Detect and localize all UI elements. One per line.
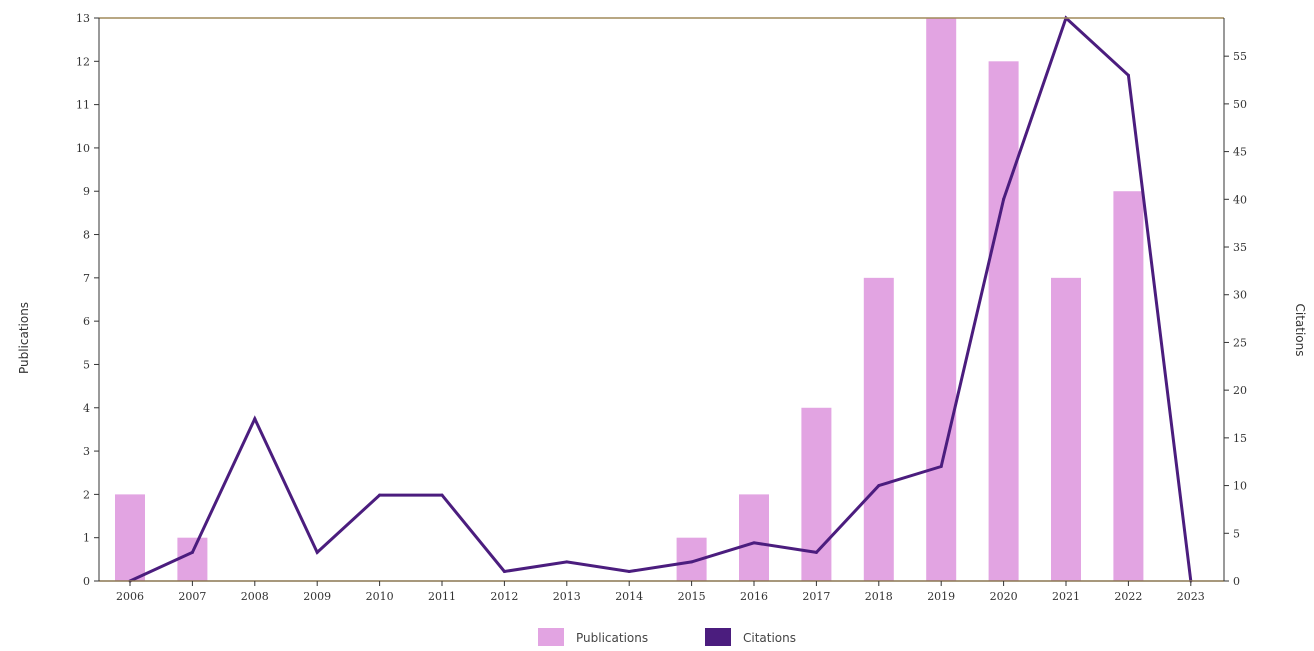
y-tick-label-right: 20 (1233, 384, 1247, 397)
x-tick-label-2023: 2023 (1177, 590, 1205, 603)
y-tick-label-right: 35 (1233, 241, 1247, 254)
citations-point-2015 (690, 560, 694, 564)
y-tick-label-left: 3 (83, 445, 90, 458)
publications-bar-2021 (1051, 277, 1081, 581)
y-tick-label-right: 15 (1233, 432, 1247, 445)
y-axis-title-right: Citations (1293, 303, 1307, 356)
x-tick-label-2008: 2008 (241, 590, 269, 603)
y-tick-label-right: 0 (1233, 575, 1240, 588)
x-tick-label-2022: 2022 (1114, 590, 1142, 603)
x-tick-label-2016: 2016 (740, 590, 768, 603)
citations-point-2009 (315, 550, 319, 554)
x-tick-label-2013: 2013 (553, 590, 581, 603)
citations-point-2012 (502, 569, 506, 573)
x-tick-label-2006: 2006 (116, 590, 144, 603)
x-tick-label-2007: 2007 (178, 590, 206, 603)
y-tick-label-left: 4 (83, 402, 90, 415)
y-tick-label-left: 10 (76, 142, 90, 155)
x-tick-label-2014: 2014 (615, 590, 643, 603)
publications-bar-2007 (177, 537, 208, 581)
publications-bar-2022 (1113, 191, 1144, 581)
y-tick-label-left: 7 (83, 272, 90, 285)
publications-bar-2019 (926, 18, 957, 581)
y-tick-label-left: 6 (83, 315, 90, 328)
x-tick-label-2020: 2020 (990, 590, 1018, 603)
y-tick-label-right: 10 (1233, 480, 1247, 493)
y-tick-label-left: 12 (76, 55, 90, 68)
citations-point-2020 (1002, 197, 1006, 201)
citations-point-2014 (627, 569, 631, 573)
legend-label-citations: Citations (743, 631, 796, 645)
citations-line-layer (128, 15, 1193, 583)
y-axis-title-left: Publications (17, 302, 31, 374)
legend: Publications Citations (538, 628, 796, 646)
y-tick-label-left: 13 (76, 12, 90, 25)
x-tick-label-2018: 2018 (865, 590, 893, 603)
citations-line (129, 15, 1193, 583)
y-tick-label-left: 0 (83, 575, 90, 588)
x-tick-label-2019: 2019 (927, 590, 955, 603)
citations-point-2016 (752, 541, 756, 545)
legend-swatch-publications (538, 628, 564, 646)
citations-point-2018 (877, 484, 881, 488)
x-tick-label-2021: 2021 (1052, 590, 1080, 603)
citations-point-2007 (190, 550, 194, 554)
y-tick-label-left: 2 (83, 488, 90, 501)
y-tick-label-left: 5 (83, 358, 90, 371)
bars-layer (115, 18, 1144, 582)
x-tick-label-2015: 2015 (678, 590, 706, 603)
x-tick-label-2011: 2011 (428, 590, 456, 603)
y-tick-label-right: 5 (1233, 527, 1240, 540)
x-tick-label-2010: 2010 (366, 590, 394, 603)
publications-bar-2020 (988, 61, 1019, 582)
y-tick-label-right: 45 (1233, 146, 1247, 159)
y-tick-label-left: 1 (83, 532, 90, 545)
axes-layer: 0123456789101112130510152025303540455055… (76, 12, 1247, 603)
citations-point-2010 (378, 493, 382, 497)
y-tick-label-left: 8 (83, 229, 90, 242)
x-tick-label-2017: 2017 (802, 590, 830, 603)
publications-bar-2006 (115, 494, 145, 581)
citations-point-2017 (814, 550, 818, 554)
y-tick-label-right: 50 (1233, 98, 1247, 111)
citations-point-2013 (565, 560, 569, 564)
y-tick-label-right: 55 (1233, 50, 1247, 63)
y-tick-label-right: 30 (1233, 289, 1247, 302)
y-tick-label-right: 25 (1233, 336, 1247, 349)
y-tick-label-right: 40 (1233, 193, 1247, 206)
citations-point-2022 (1126, 73, 1130, 77)
publications-bar-2017 (801, 407, 832, 581)
x-tick-label-2009: 2009 (303, 590, 331, 603)
publications-bar-2018 (863, 277, 894, 581)
legend-label-publications: Publications (576, 631, 648, 645)
legend-swatch-citations (705, 628, 731, 646)
y-tick-label-left: 11 (76, 99, 90, 112)
publications-bar-2016 (739, 494, 769, 581)
y-tick-label-left: 9 (83, 185, 90, 198)
citations-point-2019 (939, 464, 943, 468)
citations-point-2011 (440, 493, 444, 497)
x-tick-label-2012: 2012 (490, 590, 518, 603)
citations-point-2008 (253, 417, 257, 421)
